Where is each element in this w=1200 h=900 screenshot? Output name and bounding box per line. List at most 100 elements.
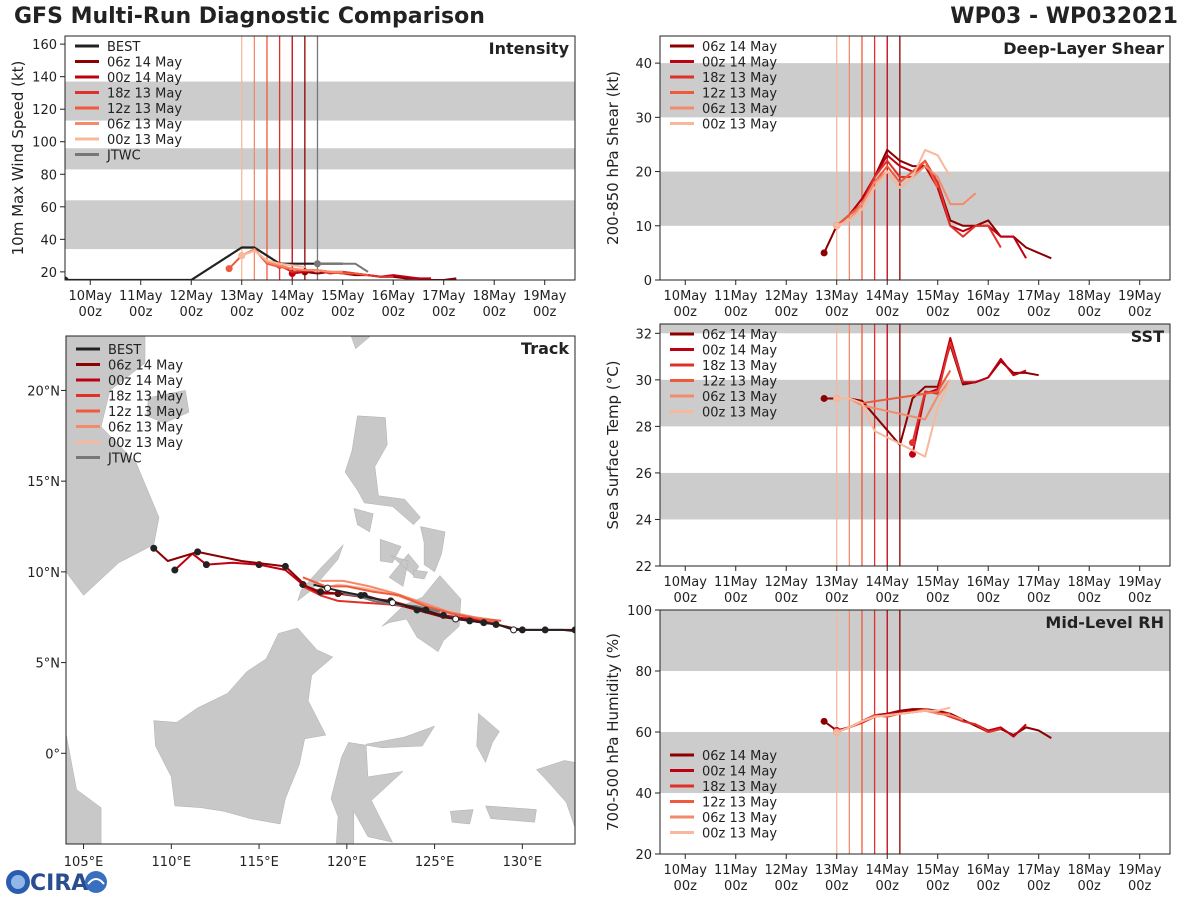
y-tick-label: 30 [635,111,652,126]
y-tick-label: 80 [40,168,57,183]
legend-label: 06z 14 May [702,749,777,764]
legend-label: 00z 13 May [702,118,777,133]
landmass-luzon [344,415,421,526]
x-tick-label: 18May [1067,863,1111,878]
lon-tick-label: 115°E [239,855,279,870]
legend-label: 06z 13 May [702,390,777,405]
storm-id: WP03 - WP032021 [950,4,1178,29]
legend-label: 00z 13 May [702,406,777,421]
x-tick-sublabel: 00z [977,879,1001,894]
landmass-mindanao [381,575,462,653]
x-tick-label: 16May [967,289,1011,304]
x-tick-sublabel: 00z [432,305,456,320]
series-start-marker [820,249,828,257]
x-tick-label: 15May [321,289,365,304]
rh-band [660,610,1170,671]
x-tick-label: 19May [1118,863,1162,878]
sst-plot-area: 22242628303210May00z11May00z12May00z13Ma… [604,323,1171,606]
y-tick-label: 100 [32,136,57,151]
y-tick-label: 20 [635,166,652,181]
x-tick-sublabel: 00z [775,879,799,894]
figure-title: GFS Multi-Run Diagnostic Comparison [14,4,485,29]
x-tick-sublabel: 00z [977,305,1001,320]
x-tick-label: 19May [1118,575,1162,590]
y-tick-label: 30 [635,374,652,389]
series-start-marker [225,265,233,273]
track-panel-title: Track [521,339,569,358]
track-position-marker [577,629,583,635]
sst-panel-title: SST [1131,327,1164,346]
x-tick-sublabel: 00z [1027,591,1051,606]
track-position-marker [194,548,202,556]
track-position-marker [202,561,210,569]
x-tick-sublabel: 00z [674,305,698,320]
track-line [320,579,500,622]
legend-label: 18z 13 May [107,87,182,102]
x-tick-label: 11May [714,289,758,304]
x-tick-sublabel: 00z [825,305,849,320]
series-start-marker [65,276,69,280]
x-tick-sublabel: 00z [1027,305,1051,320]
lon-tick-label: 110°E [152,855,192,870]
y-tick-label: 10 [635,220,652,235]
x-tick-sublabel: 00z [775,305,799,320]
x-tick-label: 13May [815,863,859,878]
x-tick-sublabel: 00z [1078,591,1102,606]
shear-frame [659,35,1171,281]
legend-label: 06z 13 May [702,811,777,826]
x-tick-sublabel: 00z [1128,879,1152,894]
legend-label: 00z 14 May [702,344,777,359]
legend-label: BEST [108,343,141,358]
landmass-buru [450,809,474,825]
series-start-marker [313,260,321,268]
x-tick-sublabel: 00z [674,591,698,606]
track-position-marker [171,566,179,574]
intensity-frame [64,35,576,281]
track-plot-area: 105°E 110°E 115°E 120°E 125°E 130°E 0° 5°N 10°N 1… [27,335,583,870]
x-tick-sublabel: 00z [876,305,900,320]
legend-label: 12z 13 May [108,405,183,420]
landmass-samar-leyte [420,526,446,573]
x-tick-sublabel: 00z [331,305,355,320]
track-line [302,576,502,622]
lat-tick-label: 20°N [27,384,60,399]
legend-label: 12z 13 May [702,796,777,811]
intensity-y-axis-label: 10m Max Wind Speed (kt) [9,61,27,256]
shear-series-group [820,148,1052,260]
x-tick-label: 18May [1067,289,1111,304]
y-tick-label: 32 [635,327,652,342]
legend-label: JTWC [106,149,141,164]
x-tick-label: 16May [967,863,1011,878]
legend-label: 06z 14 May [702,328,777,343]
track-position-marker [452,615,460,623]
shear-panel: 01020304010May00z11May00z12May00z13May00… [604,35,1171,320]
series-line [836,706,951,733]
y-tick-label: 160 [32,38,57,53]
shear-panel-title: Deep-Layer Shear [1003,39,1164,58]
sst-series-group [820,337,1039,458]
legend-label: 06z 14 May [702,40,777,55]
x-tick-label: 14May [866,575,910,590]
x-tick-label: 11May [714,575,758,590]
x-tick-sublabel: 00z [1078,305,1102,320]
track-frame [65,335,576,845]
y-tick-label: 20 [40,266,57,281]
series-line [65,246,343,280]
legend-label: 00z 14 May [702,56,777,71]
intensity-plot-area: 2040608010012014016010May00z11May00z12Ma… [9,35,576,320]
landmass-mindoro [353,508,374,533]
rh-plot-area: 2040608010010May00z11May00z12May00z13May… [604,604,1171,894]
track-position-marker [388,599,396,607]
x-tick-label: 19May [523,289,567,304]
x-tick-sublabel: 00z [977,591,1001,606]
y-tick-label: 40 [635,57,652,72]
track-panel: 105°E 110°E 115°E 120°E 125°E 130°E 0° 5°N 10°N 1… [27,335,576,870]
logo-text: CIRA [30,871,88,896]
x-tick-sublabel: 00z [876,879,900,894]
intensity-band [65,148,575,170]
y-tick-label: 40 [635,787,652,802]
legend-label: 18z 13 May [702,780,777,795]
track-series-group [150,544,583,635]
legend-label: 06z 13 May [107,118,182,133]
